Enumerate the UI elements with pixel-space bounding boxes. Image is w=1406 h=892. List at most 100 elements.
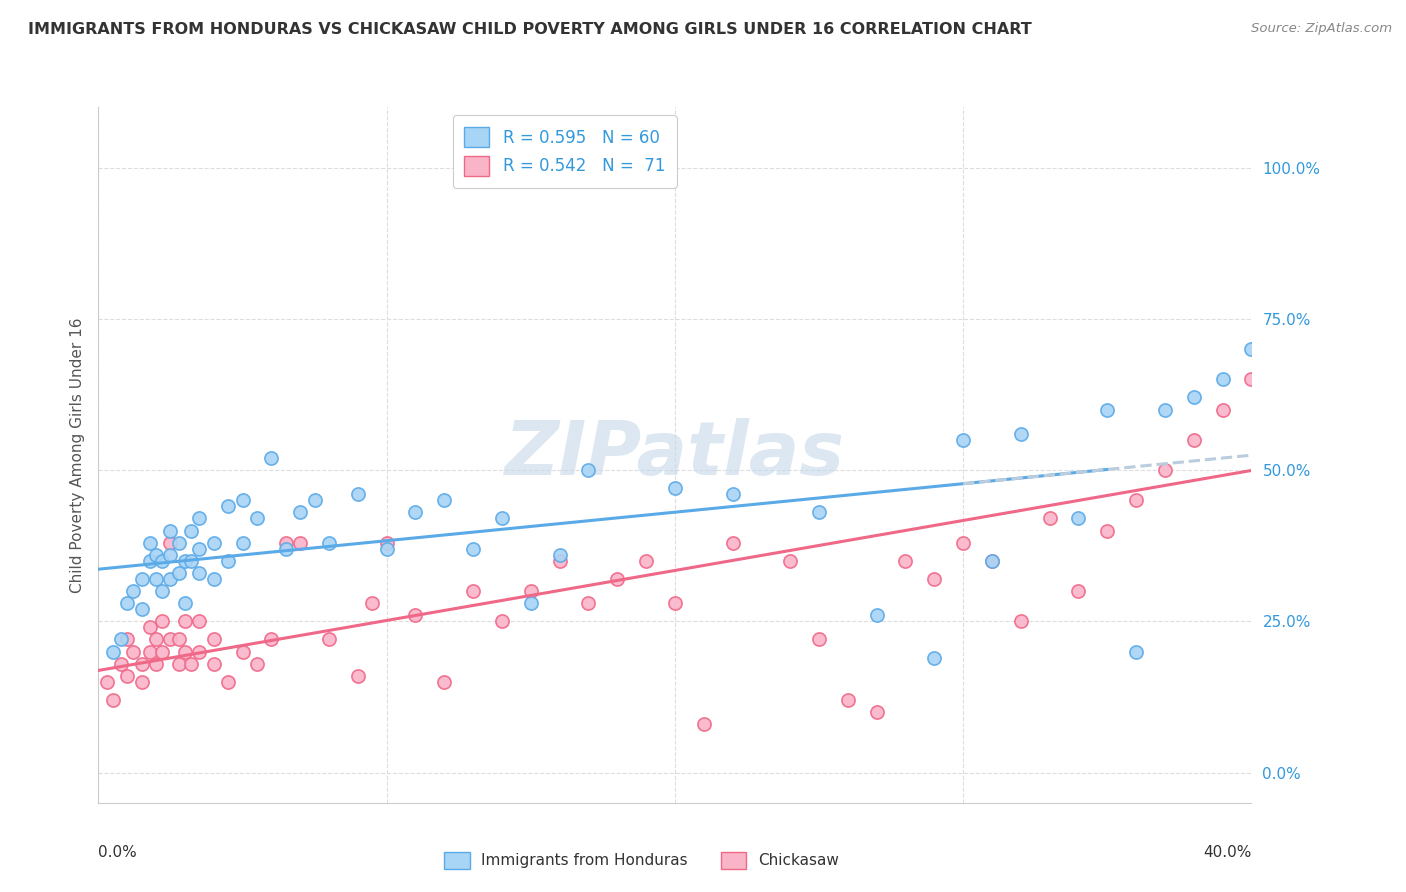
Point [721, 535, 744, 549]
Point [122, 644, 145, 658]
Point [606, 572, 628, 586]
Point [981, 554, 1004, 568]
Point [1125, 644, 1147, 658]
Point [150, 584, 173, 599]
Point [1097, 402, 1119, 417]
Point [202, 657, 225, 671]
Point [693, 717, 716, 731]
Point [174, 596, 197, 610]
Point [318, 535, 340, 549]
Legend: R = 0.595   N = 60, R = 0.542   N =  71: R = 0.595 N = 60, R = 0.542 N = 71 [453, 115, 676, 187]
Point [117, 669, 138, 683]
Point [145, 548, 167, 562]
Point [346, 669, 368, 683]
Point [520, 584, 543, 599]
Point [807, 505, 830, 519]
Point [159, 632, 181, 647]
Point [110, 632, 132, 647]
Point [491, 615, 513, 629]
Point [145, 572, 167, 586]
Point [231, 493, 254, 508]
Point [96, 674, 118, 689]
Point [217, 500, 239, 514]
FancyBboxPatch shape [721, 852, 747, 869]
Point [1182, 391, 1205, 405]
Point [131, 602, 153, 616]
Point [664, 481, 686, 495]
Point [110, 657, 132, 671]
Point [188, 644, 211, 658]
Point [1355, 161, 1378, 175]
Point [231, 644, 254, 658]
Point [150, 644, 173, 658]
Point [1212, 372, 1234, 386]
Text: Source: ZipAtlas.com: Source: ZipAtlas.com [1251, 22, 1392, 36]
Point [461, 541, 484, 556]
Point [139, 554, 162, 568]
Point [167, 632, 190, 647]
Point [576, 463, 599, 477]
Point [139, 644, 162, 658]
Point [202, 632, 225, 647]
Point [375, 535, 398, 549]
Point [159, 572, 181, 586]
FancyBboxPatch shape [444, 852, 470, 869]
Point [304, 493, 326, 508]
Point [159, 524, 181, 538]
Point [1038, 511, 1062, 525]
Point [405, 505, 427, 519]
Point [1125, 493, 1147, 508]
Point [981, 554, 1004, 568]
Point [217, 674, 239, 689]
Point [1153, 463, 1175, 477]
Point [217, 554, 239, 568]
Point [1298, 433, 1320, 447]
Point [202, 535, 225, 549]
Point [1327, 402, 1350, 417]
Point [1067, 584, 1090, 599]
Point [1010, 615, 1032, 629]
Point [159, 535, 181, 549]
Point [952, 535, 974, 549]
Text: 40.0%: 40.0% [1204, 845, 1251, 860]
Point [131, 674, 153, 689]
Point [576, 596, 599, 610]
Point [1240, 372, 1263, 386]
Point [188, 541, 211, 556]
Point [139, 535, 162, 549]
Point [1097, 524, 1119, 538]
Point [491, 511, 513, 525]
Point [122, 584, 145, 599]
Point [548, 548, 571, 562]
Point [246, 657, 269, 671]
Point [290, 505, 312, 519]
Point [180, 554, 202, 568]
Point [548, 554, 571, 568]
Point [405, 608, 427, 623]
Point [361, 596, 384, 610]
Point [188, 511, 211, 525]
Point [461, 584, 484, 599]
Point [807, 632, 830, 647]
Point [167, 566, 190, 580]
Text: Chickasaw: Chickasaw [758, 853, 839, 868]
Point [145, 657, 167, 671]
Point [150, 554, 173, 568]
Point [117, 596, 138, 610]
Point [131, 657, 153, 671]
Point [180, 657, 202, 671]
Point [174, 615, 197, 629]
Point [894, 554, 917, 568]
Point [260, 632, 283, 647]
Point [174, 644, 197, 658]
Point [1212, 402, 1234, 417]
Point [145, 632, 167, 647]
Text: IMMIGRANTS FROM HONDURAS VS CHICKASAW CHILD POVERTY AMONG GIRLS UNDER 16 CORRELA: IMMIGRANTS FROM HONDURAS VS CHICKASAW CH… [28, 22, 1032, 37]
Point [290, 535, 312, 549]
Point [721, 487, 744, 501]
Point [433, 493, 456, 508]
Point [1067, 511, 1090, 525]
Point [865, 608, 889, 623]
Point [231, 535, 254, 549]
Point [188, 615, 211, 629]
